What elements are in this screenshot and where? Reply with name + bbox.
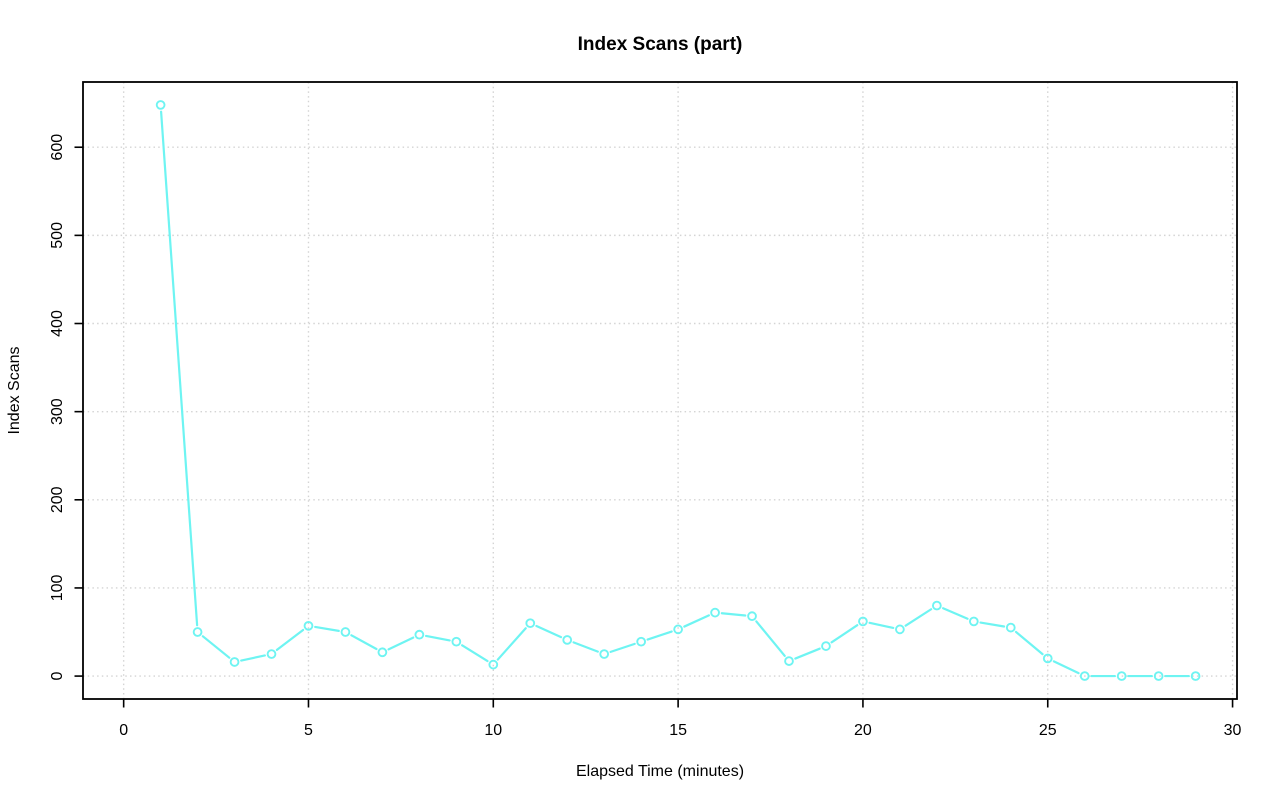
series-line-segment <box>201 635 231 659</box>
x-tick-label: 30 <box>1224 722 1242 739</box>
y-tick-label: 400 <box>49 310 66 337</box>
series-line-segment <box>424 634 451 642</box>
series-line-segment <box>720 612 747 617</box>
data-point-marker <box>229 657 240 667</box>
series-line-segment <box>942 607 969 620</box>
x-tick-label: 15 <box>669 722 687 739</box>
data-point-marker <box>414 629 425 640</box>
y-axis-label: Index Scans <box>6 346 23 434</box>
series-line-segment <box>646 630 673 641</box>
data-point-marker <box>599 649 610 659</box>
series-line-segment <box>979 621 1006 628</box>
y-tick-label: 100 <box>49 574 66 601</box>
data-point-marker <box>673 624 683 635</box>
series-line-segment <box>240 654 266 662</box>
data-point-marker <box>303 620 314 631</box>
series-line-segment <box>1052 660 1080 675</box>
series-line-segment <box>275 628 305 652</box>
chart-title: Index Scans (part) <box>578 34 743 55</box>
data-point-marker <box>636 636 646 647</box>
data-point-marker <box>747 611 757 621</box>
data-point-marker <box>377 647 388 658</box>
data-point-marker <box>451 636 462 647</box>
x-axis-label: Elapsed Time (minutes) <box>576 763 744 780</box>
data-point-marker <box>192 627 203 637</box>
x-tick-label: 5 <box>304 722 313 739</box>
data-point-marker <box>488 659 499 670</box>
series-line-segment <box>387 636 415 651</box>
data-point-marker <box>562 635 573 645</box>
y-tick-label: 0 <box>49 672 66 681</box>
x-tick-label: 20 <box>854 722 872 739</box>
data-point-marker <box>821 641 831 651</box>
data-point-marker <box>710 607 720 618</box>
data-point-marker <box>340 627 351 637</box>
data-point-marker <box>1190 671 1201 681</box>
series-line-segment <box>1014 630 1044 656</box>
data-point-marker <box>784 656 794 666</box>
series-line-segment <box>350 634 378 651</box>
data-point-marker <box>1005 622 1016 633</box>
data-point-marker <box>1116 671 1127 681</box>
data-point-marker <box>155 100 166 110</box>
series-line-segment <box>572 641 599 653</box>
series-line-segment <box>830 624 859 644</box>
data-point-marker <box>895 624 905 635</box>
x-tick-label: 10 <box>484 722 502 739</box>
series-line-segment <box>314 625 340 632</box>
data-point-marker <box>932 600 942 611</box>
series-line-segment <box>755 620 786 657</box>
series-line-segment <box>609 642 636 653</box>
y-tick-label: 600 <box>49 134 66 161</box>
series-line-segment <box>904 608 933 627</box>
series-line-segment <box>159 110 199 627</box>
data-point-marker <box>858 616 868 627</box>
x-tick-label: 25 <box>1039 722 1057 739</box>
x-tick-label: 0 <box>119 722 128 739</box>
series-line-segment <box>683 614 710 628</box>
data-point-marker <box>1042 653 1053 664</box>
series-line-segment <box>794 647 821 660</box>
series-line-segment <box>868 621 895 630</box>
y-tick-label: 500 <box>49 222 66 249</box>
series-line-segment <box>535 624 563 639</box>
y-tick-label: 300 <box>49 398 66 425</box>
series-line-segment <box>496 627 527 661</box>
data-point-marker <box>1153 671 1164 681</box>
data-point-marker <box>1079 671 1090 681</box>
data-point-marker <box>266 649 277 659</box>
data-point-marker <box>525 618 536 629</box>
data-point-marker <box>968 616 979 627</box>
series-line-segment <box>461 644 489 663</box>
y-tick-label: 200 <box>49 486 66 513</box>
